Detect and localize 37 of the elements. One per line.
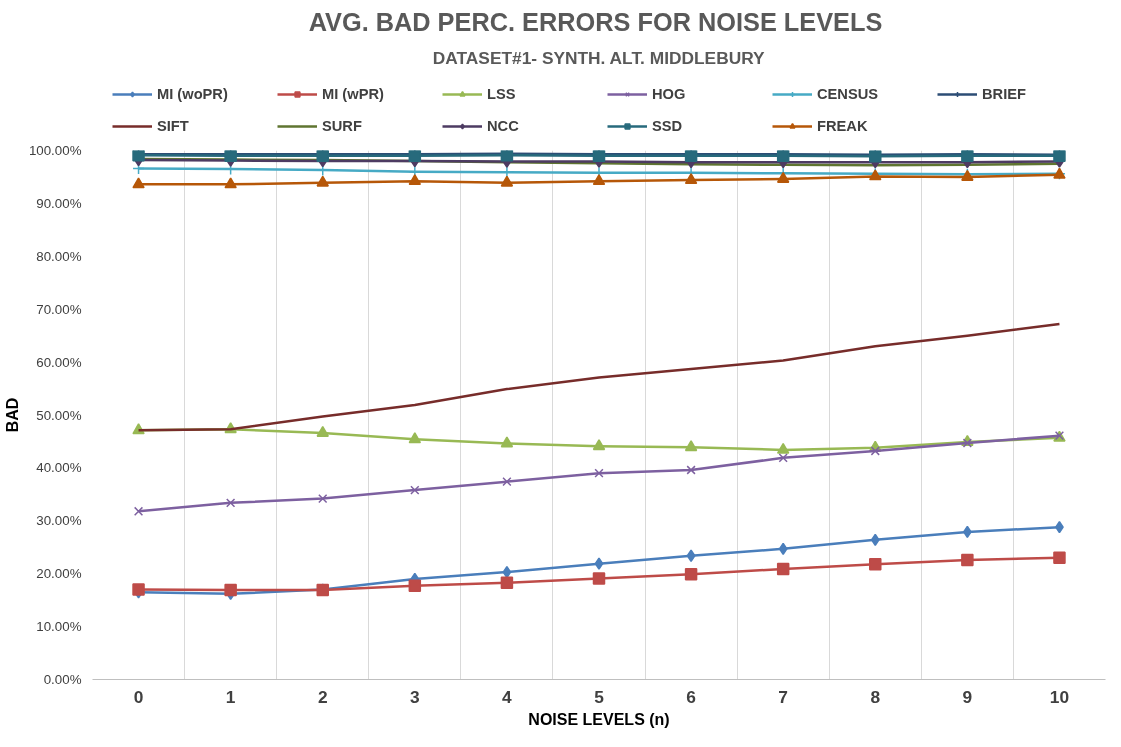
- legend-label: SSD: [652, 118, 684, 134]
- x-tick-label: 10: [1049, 686, 1070, 707]
- legend-label: CENSUS: [817, 86, 880, 102]
- legend-label: LSS: [487, 86, 517, 102]
- y-tick-label: 20.00%: [36, 566, 82, 582]
- y-tick-label: 40.00%: [36, 460, 82, 476]
- x-tick-label: 5: [594, 686, 605, 707]
- y-tick-label: 30.00%: [36, 513, 82, 529]
- x-axis-title: NOISE LEVELS (n): [528, 710, 670, 728]
- y-tick-label: 70.00%: [36, 301, 82, 317]
- legend-label: MI (woPR): [157, 86, 229, 102]
- y-tick-label: 60.00%: [36, 354, 82, 370]
- x-tick-label: 7: [778, 686, 788, 707]
- x-tick-label: 0: [133, 686, 144, 707]
- y-axis-title: BAD: [3, 397, 21, 433]
- x-tick-label: 4: [502, 686, 513, 707]
- y-tick-label: 90.00%: [36, 195, 82, 211]
- x-tick-label: 9: [962, 686, 973, 707]
- legend-label: NCC: [487, 118, 520, 134]
- legend-label: MI (wPR): [322, 86, 385, 102]
- legend-label: SURF: [322, 118, 363, 134]
- y-tick-label: 0.00%: [43, 672, 82, 687]
- x-tick-label: 3: [410, 686, 420, 707]
- legend-label: SIFT: [157, 118, 190, 134]
- y-tick-label: 10.00%: [36, 619, 82, 635]
- y-tick-label: 80.00%: [36, 248, 82, 264]
- legend-label: BRIEF: [982, 86, 1027, 102]
- x-tick-label: 2: [317, 686, 328, 707]
- y-tick-label: 100.00%: [28, 143, 82, 158]
- chart-title: AVG. BAD PERC. ERRORS FOR NOISE LEVELS: [308, 7, 883, 36]
- x-tick-label: 8: [870, 686, 881, 707]
- legend-label: FREAK: [817, 118, 869, 134]
- x-tick-label: 1: [225, 686, 236, 707]
- chart-subtitle: DATASET#1- SYNTH. ALT. MIDDLEBURY: [432, 47, 766, 68]
- y-tick-label: 50.00%: [36, 407, 82, 423]
- legend-label: HOG: [652, 86, 687, 102]
- x-tick-label: 6: [686, 686, 697, 707]
